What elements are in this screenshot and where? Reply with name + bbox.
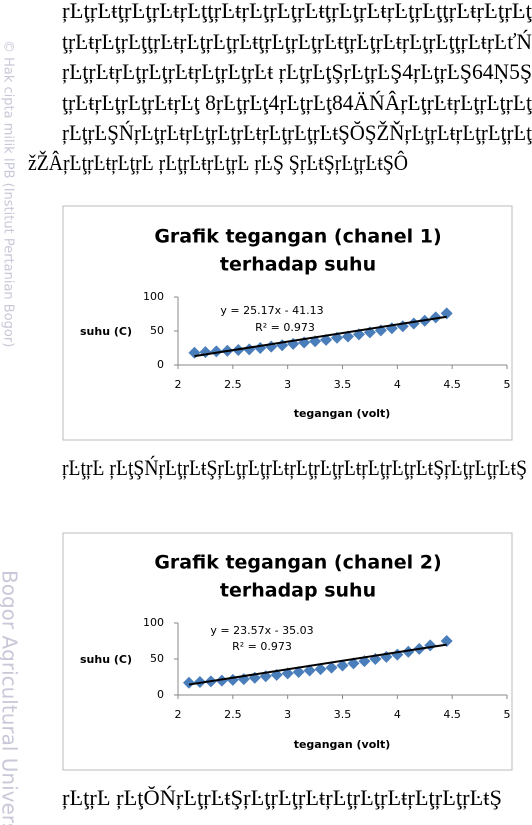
chart-title: Grafik tegangan (chanel 1) [154, 226, 441, 248]
chart: Grafik tegangan (chanel 1) terhadap suhu 2… [62, 205, 513, 441]
x-tick-label: 4.5 [443, 708, 461, 721]
x-tick-label: 3.5 [334, 708, 352, 721]
paragraph-line: ŗĿţŗĿŧţŗĿţŗĿŧŗĿţţŗĿŧŗĿţŗĿţŗĿŧţŗĿţŗĿŧŗĿţŗ… [62, 0, 532, 23]
trendline [194, 315, 447, 358]
trendline [188, 643, 447, 686]
paragraph-line: žŽÂŗĿţŗĿŧŗĿţŗĿ ŗĿţŗĿŧŗĿţŗĿ ŗĿŞ ŞŗĿŧŞŗĿţŗ… [28, 150, 408, 175]
x-tick-label: 3 [284, 708, 291, 721]
r-squared: R² = 0.973 [255, 321, 315, 334]
data-point [325, 661, 338, 674]
x-tick-label: 4 [394, 378, 401, 391]
x-tick-label: 2.5 [224, 708, 242, 721]
x-axis-label: tegangan (volt) [294, 738, 391, 751]
watermark: Bogor Agricultural University [0, 570, 22, 825]
data-point [314, 663, 327, 676]
y-tick-label: 100 [143, 616, 164, 629]
r-squared: R² = 0.973 [232, 640, 292, 653]
chart-title: terhadap suhu [220, 254, 376, 276]
caption: ŗĿţŗĿ ŗĿţŎŃŗĿţŗĿŧŞŗĿţŗĿţŗĿŧŗĿţŗĿţŗĿŧŗĿţŗ… [62, 785, 502, 810]
x-tick-label: 2.5 [224, 378, 242, 391]
paragraph-line: ŗĿţŗĿŞŃŗĿţŗĿŧŗĿţŗĿţŗĿŧŗĿţŗĿţŗĿŧŞŎŞŽŇŗĿţŗ… [62, 120, 532, 145]
data-point [303, 664, 316, 677]
paragraph-line: ţŗĿŧŗĿţŗĿţţŗĿŧŗĿţŗĿţŗĿŧţŗĿţŗĿţŗĿŧţŗĿţŗĿŧ… [62, 29, 532, 54]
data-point [182, 676, 195, 689]
y-tick-label: 50 [150, 324, 164, 337]
trend-equation: y = 25.17x - 41.13 [220, 304, 323, 317]
x-tick-label: 3 [284, 378, 291, 391]
x-axis-label: tegangan (volt) [294, 407, 391, 420]
x-tick-label: 4 [394, 708, 401, 721]
paragraph-line: ţŗĿŧŗĿţŗĿţŗĿŧŗĿţ 8ŗĿţŗĿţ4ŗĿţŗĿţ84ÄŃÂŗĿţŗ… [62, 90, 532, 115]
data-point [215, 674, 228, 687]
x-tick-label: 5 [504, 708, 511, 721]
watermark: © Hak cipta milik IPB (Institut Pertania… [1, 40, 16, 347]
data-point [429, 311, 442, 324]
y-tick-label: 100 [143, 290, 164, 303]
y-tick-label: 50 [150, 652, 164, 665]
chart-title: terhadap suhu [220, 580, 376, 602]
chart: Grafik tegangan (chanel 2) terhadap suhu 2… [62, 532, 513, 771]
x-tick-label: 4.5 [443, 378, 461, 391]
x-tick-label: 3.5 [334, 378, 352, 391]
chart-title: Grafik tegangan (chanel 2) [154, 552, 441, 574]
data-point [210, 345, 223, 358]
data-point [402, 645, 415, 658]
x-tick-label: 2 [175, 708, 182, 721]
y-axis-label: suhu (C) [80, 325, 132, 338]
chart-frame [62, 205, 513, 441]
x-tick-label: 5 [504, 378, 511, 391]
y-tick-label: 0 [157, 358, 164, 371]
data-point [440, 635, 453, 647]
trend-equation: y = 23.57x - 35.03 [210, 624, 313, 637]
y-axis-label: suhu (C) [80, 653, 132, 666]
chart-frame [62, 532, 513, 771]
caption: ŗĿţŗĿ ŗĿţŞŃŗĿţŗĿŧŞŗĿţŗĿţŗĿŧŗĿţŗĿţŗĿŧŗĿţŗ… [62, 455, 527, 480]
y-tick-label: 0 [157, 688, 164, 701]
x-tick-label: 2 [175, 378, 182, 391]
data-point [336, 659, 349, 672]
paragraph-line: ŗĿţŗĿŧŗĿţŗĿţŗĿŧŗĿţŗĿţŗĿŧ ŗĿţŗĿţŞŗĿţŗĿŞ4ŗ… [62, 59, 532, 84]
